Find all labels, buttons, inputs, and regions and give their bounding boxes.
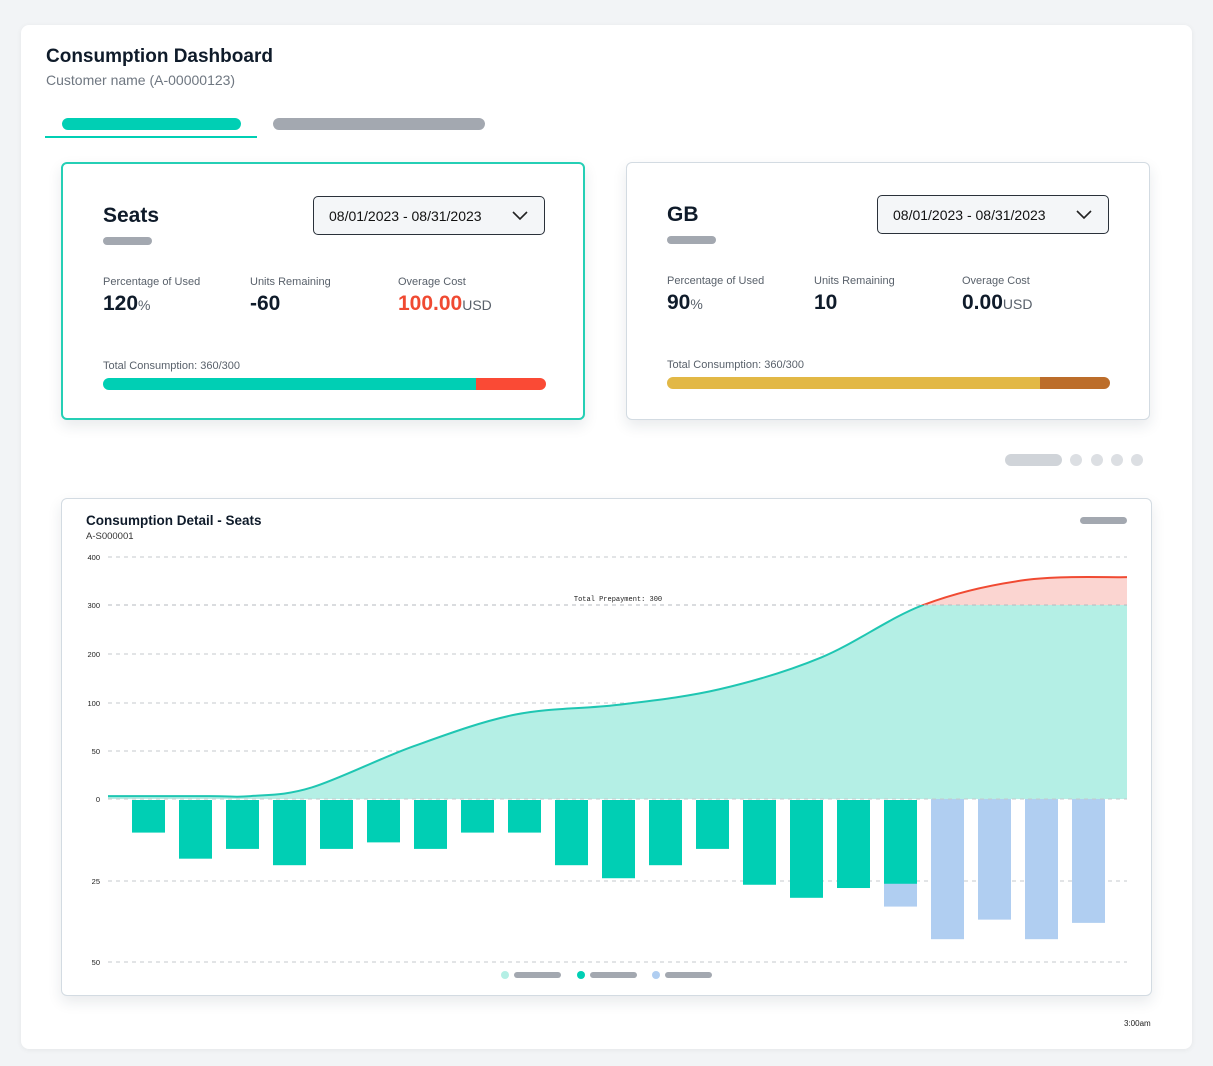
date-range-select[interactable]: 08/01/2023 - 08/31/2023 [313, 196, 545, 235]
date-range-select[interactable]: 08/01/2023 - 08/31/2023 [877, 195, 1109, 234]
card-placeholder-pill [103, 237, 152, 245]
card-placeholder-pill [667, 236, 716, 244]
gb-card[interactable]: GB 08/01/2023 - 08/31/2023 Percentage of… [626, 162, 1150, 420]
bar-actual [837, 800, 870, 889]
legend-dot [501, 971, 509, 979]
chart-menu-pill[interactable] [1080, 517, 1127, 524]
progress-overage [476, 378, 546, 390]
legend-dot [577, 971, 585, 979]
pct-used-label: Percentage of Used [667, 275, 765, 287]
consumption-progress-bar [667, 377, 1110, 389]
pagination-dot[interactable] [1091, 454, 1103, 466]
tab-active-underline [45, 136, 257, 138]
total-consumption-label: Total Consumption: 360/300 [667, 359, 804, 371]
bar-forecast [1072, 799, 1105, 923]
bar-actual [649, 800, 682, 866]
chevron-down-icon [512, 211, 528, 221]
y-tick-label: 100 [87, 699, 100, 708]
bar-forecast [1025, 799, 1058, 940]
tab-active[interactable] [62, 118, 241, 130]
bar-actual [790, 800, 823, 898]
total-consumption-label: Total Consumption: 360/300 [103, 360, 240, 372]
legend-label-pill [514, 972, 561, 978]
chevron-down-icon [1076, 210, 1092, 220]
date-range-value: 08/01/2023 - 08/31/2023 [893, 207, 1046, 223]
overage-cost-value: 100.00USD [398, 292, 492, 315]
pagination-active[interactable] [1005, 454, 1062, 466]
chart-subtitle: A-S000001 [86, 531, 134, 542]
y-tick-label: 300 [87, 601, 100, 610]
bar-actual [696, 800, 729, 849]
y-tick-label: 50 [92, 747, 100, 756]
bar-actual [273, 800, 306, 866]
date-range-value: 08/01/2023 - 08/31/2023 [329, 208, 482, 224]
overage-area [108, 577, 1127, 605]
legend-label-pill [590, 972, 637, 978]
overage-cost-label: Overage Cost [398, 276, 466, 288]
pagination-dot[interactable] [1111, 454, 1123, 466]
bar-actual [508, 800, 541, 833]
bar-actual [132, 800, 165, 833]
page-subtitle: Customer name (A-00000123) [46, 72, 236, 88]
units-remaining-label: Units Remaining [814, 275, 895, 287]
bar-forecast [931, 799, 964, 940]
card-title: Seats [103, 204, 160, 227]
bar-forecast [978, 799, 1011, 920]
consumption-progress-bar [103, 378, 546, 390]
bar-actual [226, 800, 259, 849]
pagination-dot[interactable] [1070, 454, 1082, 466]
seats-card[interactable]: Seats 08/01/2023 - 08/31/2023 Percentage… [61, 162, 585, 420]
legend-dot [652, 971, 660, 979]
bar-actual [320, 800, 353, 849]
y-tick-label: 25 [92, 877, 100, 886]
y-tick-label: 400 [87, 553, 100, 562]
pct-used-value: 90% [667, 291, 703, 314]
bar-actual [555, 800, 588, 866]
y-tick-label: 200 [87, 650, 100, 659]
card-title: GB [667, 203, 699, 226]
bar-actual [884, 800, 917, 885]
cumulative-area [108, 605, 1127, 799]
chart-title: Consumption Detail - Seats [86, 513, 262, 528]
y-tick-label: 50 [92, 958, 100, 967]
bar-actual [367, 800, 400, 843]
pct-used-label: Percentage of Used [103, 276, 201, 288]
cumulative-line [108, 605, 927, 798]
tab-inactive[interactable] [273, 118, 485, 130]
bar-actual [179, 800, 212, 859]
overage-cost-value: 0.00USD [962, 291, 1033, 314]
overage-cost-label: Overage Cost [962, 275, 1030, 287]
page-title: Consumption Dashboard [46, 46, 273, 67]
pagination-dot[interactable] [1131, 454, 1143, 466]
bar-forecast [884, 883, 917, 907]
bar-actual [602, 800, 635, 879]
progress-used [103, 378, 476, 390]
bar-actual [743, 800, 776, 885]
progress-overage [1040, 377, 1110, 389]
legend-label-pill [665, 972, 712, 978]
y-tick-label: 0 [96, 795, 100, 804]
progress-used [667, 377, 1040, 389]
bar-actual [414, 800, 447, 849]
timestamp: 3:00am [1124, 1019, 1151, 1028]
bar-actual [461, 800, 494, 833]
units-remaining-label: Units Remaining [250, 276, 331, 288]
units-remaining-value: 10 [814, 291, 838, 314]
overage-line [920, 576, 1127, 605]
prepayment-annotation: Total Prepayment: 300 [574, 596, 662, 604]
pct-used-value: 120% [103, 292, 151, 315]
units-remaining-value: -60 [250, 292, 281, 315]
